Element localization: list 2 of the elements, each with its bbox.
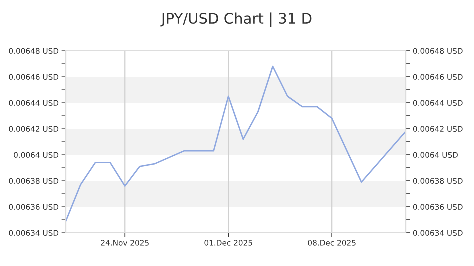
line-series bbox=[66, 66, 406, 222]
chart-title: JPY/USD Chart | 31 D bbox=[160, 12, 312, 28]
